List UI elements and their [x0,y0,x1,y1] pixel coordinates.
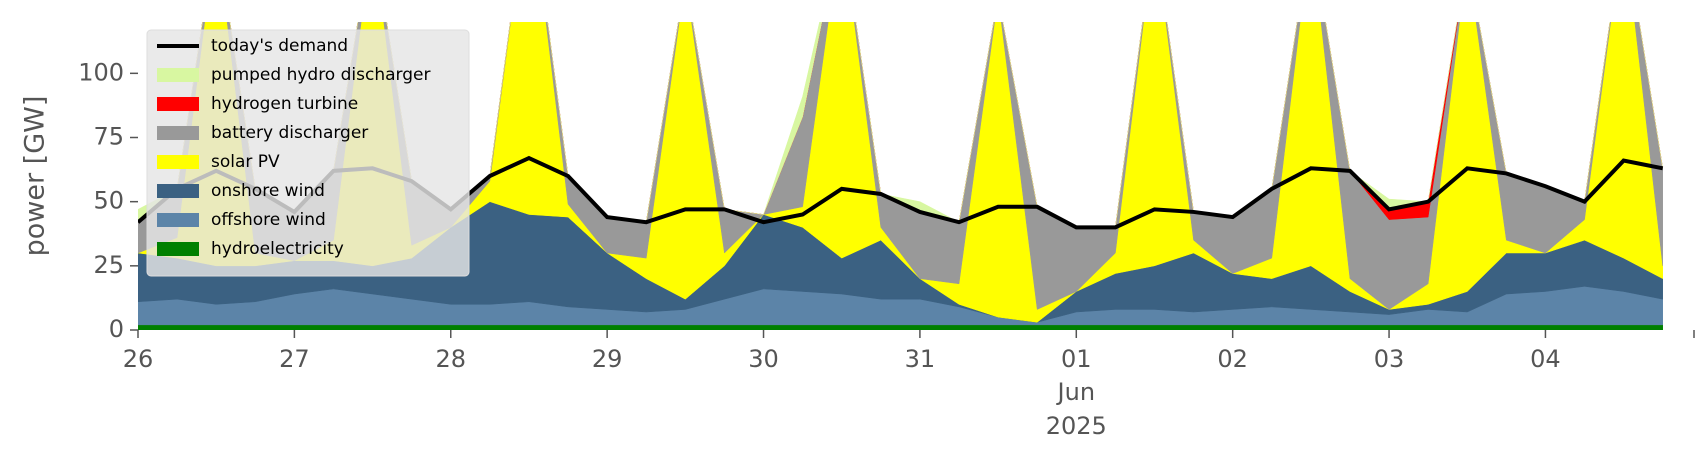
x-tick-label: 30 [748,345,779,373]
legend-label: onshore wind [211,181,325,201]
legend-swatch [157,155,199,169]
area [138,324,1663,330]
y-tick-label: 100 [78,58,124,86]
x-month: Jun [1056,378,1096,406]
x-tick-label: 04 [1530,345,1561,373]
legend-label: hydrogen turbine [211,94,358,114]
y-tick-label: 50 [93,187,124,215]
legend-label: today's demand [211,36,348,56]
x-tick-label: 31 [905,345,936,373]
legend-swatch [157,242,199,256]
x-tick-label: 29 [592,345,623,373]
x-tick-label: 26 [123,345,154,373]
y-axis-label: power [GW] [20,96,51,257]
legend-swatch [157,68,199,82]
y-tick-label: 25 [93,251,124,279]
legend-label: hydroelectricity [211,239,344,259]
legend-label: solar PV [211,152,280,172]
x-tick-label: 02 [1217,345,1248,373]
x-tick-label: 27 [279,345,310,373]
x-tick-label: 03 [1374,345,1405,373]
legend-label: pumped hydro discharger [211,65,430,85]
legend-label: battery discharger [211,123,368,143]
legend-swatch [157,126,199,140]
y-tick-label: 75 [93,123,124,151]
x-tick-label: 28 [435,345,466,373]
legend-label: offshore wind [211,210,326,230]
plot-area [138,22,1664,330]
x-year: 2025 [1046,412,1107,440]
legend-box [146,29,470,277]
legend-swatch [157,184,199,198]
y-tick-label: 0 [109,315,124,343]
legend-swatch [157,97,199,111]
x-tick-label: 01 [1061,345,1092,373]
legend-swatch [157,213,199,227]
